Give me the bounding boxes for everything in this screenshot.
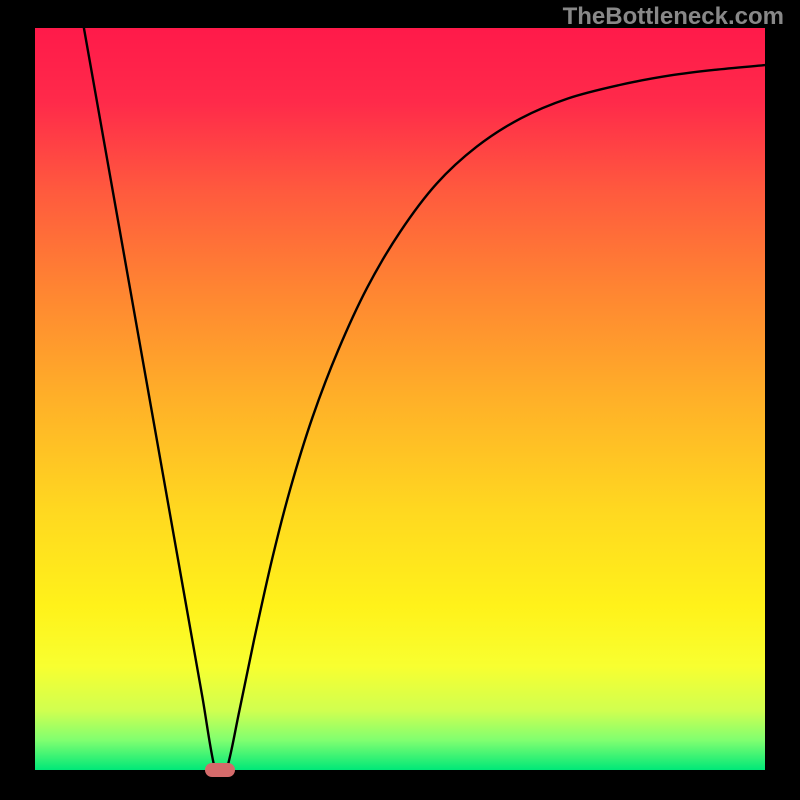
- bottleneck-curve-path: [84, 28, 765, 778]
- figure-container: TheBottleneck.com: [0, 0, 800, 800]
- bottleneck-curve-svg: [0, 0, 800, 800]
- optimum-marker: [205, 763, 235, 777]
- watermark-text: TheBottleneck.com: [563, 3, 784, 31]
